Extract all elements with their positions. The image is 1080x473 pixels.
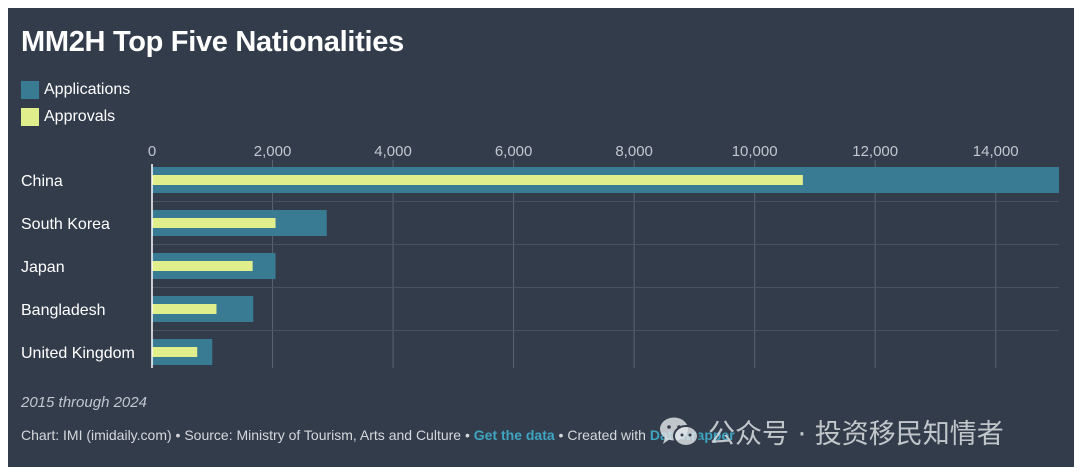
x-tick-label: 2,000 <box>254 143 292 160</box>
chart-credit: Chart: IMI (imidaily.com) <box>21 427 172 443</box>
category-label: United Kingdom <box>21 345 135 362</box>
chart-card: MM2H Top Five Nationalities Applications… <box>8 8 1074 467</box>
x-tick-label: 0 <box>148 143 156 160</box>
x-tick-label: 12,000 <box>852 143 898 160</box>
approvals-bar <box>152 175 803 185</box>
x-tick-label: 8,000 <box>615 143 653 160</box>
x-tick-label: 10,000 <box>732 143 778 160</box>
x-tick-label: 14,000 <box>973 143 1019 160</box>
category-label: Japan <box>21 259 65 276</box>
approvals-bar <box>152 347 198 357</box>
category-label: China <box>21 173 63 190</box>
legend: Applications Approvals <box>21 76 130 130</box>
legend-label-approvals: Approvals <box>44 107 116 125</box>
created-with-text: Created with <box>567 427 650 443</box>
legend-swatch-applications <box>21 80 39 99</box>
chart-title: MM2H Top Five Nationalities <box>21 26 404 58</box>
approvals-bar <box>152 304 217 314</box>
footer-separator: • <box>554 427 568 443</box>
watermark: 公众号 · 投资移民知情者 <box>658 412 1004 451</box>
footer-separator: • <box>461 427 474 443</box>
legend-swatch-approvals <box>21 107 39 126</box>
watermark-text: 公众号 · 投资移民知情者 <box>708 419 1004 450</box>
approvals-bar <box>152 261 253 271</box>
category-label: South Korea <box>21 216 110 233</box>
category-label: Bangladesh <box>21 302 106 319</box>
chart-notes: 2015 through 2024 <box>21 394 147 411</box>
bar-chart: 0 2,000 4,000 6,000 8,000 10,000 12,000 14,000 C… <box>21 143 1059 368</box>
get-the-data-link[interactable]: Get the data <box>473 427 555 443</box>
legend-label-applications: Applications <box>44 80 131 98</box>
x-tick-label: 6,000 <box>495 143 533 160</box>
legend-item-applications: Applications <box>21 76 130 103</box>
x-tick-label: 4,000 <box>374 143 412 160</box>
chart-source: Source: Ministry of Tourism, Arts and Cu… <box>184 427 462 443</box>
approvals-bar <box>152 218 276 228</box>
legend-item-approvals: Approvals <box>21 103 130 130</box>
wechat-icon <box>660 417 699 447</box>
footer-separator: • <box>171 427 185 443</box>
chart-footer: Chart: IMI (imidaily.com) • Source: Mini… <box>21 427 735 443</box>
